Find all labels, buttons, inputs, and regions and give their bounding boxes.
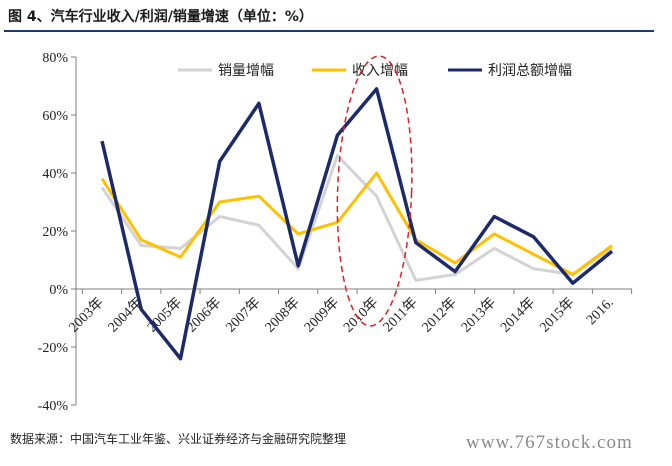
- legend: 销量增幅 收入增幅 利润总额增幅: [178, 63, 572, 79]
- series-line: [100, 87, 614, 361]
- legend-label: 利润总额增幅: [488, 63, 572, 79]
- series-line: [100, 154, 613, 282]
- y-tick-label: 20%: [42, 225, 68, 240]
- y-tick-label: 80%: [42, 51, 68, 66]
- x-tick-label: 2012年: [419, 295, 460, 336]
- series-lines: [100, 87, 614, 361]
- x-tick-label: 2016.: [584, 295, 617, 328]
- y-tick-label: 60%: [42, 109, 68, 124]
- watermark: www.767stock.com: [466, 432, 633, 453]
- x-tick-label: 2014年: [497, 295, 538, 336]
- x-tick-label: 2005年: [144, 295, 185, 336]
- x-tick-label: 2003年: [66, 295, 107, 336]
- y-tick-label: 0%: [49, 283, 68, 298]
- x-tick-label: 2009年: [301, 295, 342, 336]
- x-tick-label: 2007年: [223, 295, 264, 336]
- title-divider: [4, 30, 654, 32]
- y-tick-label: -40%: [38, 399, 69, 414]
- legend-label: 收入增幅: [352, 63, 408, 79]
- chart-title: 图 4、汽车行业收入/利润/销量增速（单位：%）: [8, 9, 313, 25]
- x-tick-label: 2013年: [458, 295, 499, 336]
- highlight-ellipse: [336, 55, 413, 327]
- legend-label: 销量增幅: [218, 63, 274, 79]
- y-tick-label: -20%: [38, 341, 69, 356]
- axes: -40%-20%0%20%40%60%80%2003年2004年2005年200…: [38, 51, 633, 414]
- annotations: [336, 55, 413, 327]
- x-tick-label: 2008年: [262, 295, 303, 336]
- source-note: 数据来源：中国汽车工业年鉴、兴业证券经济与金融研究院整理: [10, 432, 347, 446]
- series-line: [100, 171, 613, 276]
- x-tick-label: 2010年: [340, 295, 381, 336]
- y-tick-label: 40%: [42, 167, 68, 182]
- x-tick-label: 2015年: [537, 295, 578, 336]
